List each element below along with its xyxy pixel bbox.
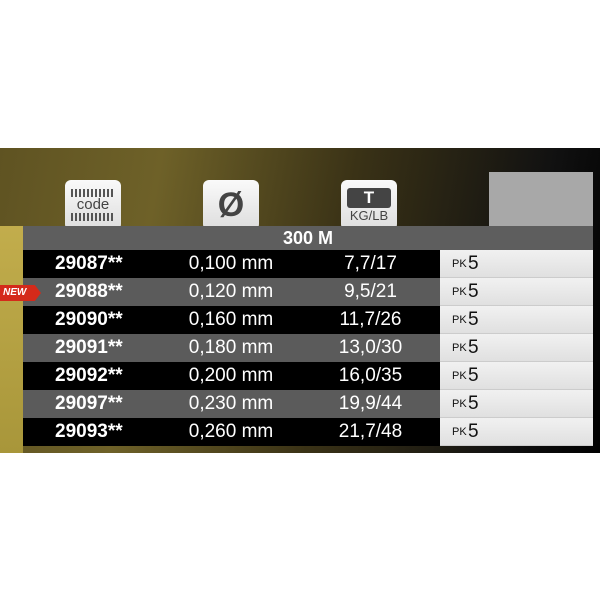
barcode-icon: code — [65, 180, 121, 230]
pack-cell: PK 5 — [440, 306, 593, 334]
unit-label: KG/LB — [349, 207, 389, 223]
pack-qty: 5 — [468, 253, 479, 274]
pack-qty: 5 — [468, 309, 479, 330]
table-row: 29090** 0,160 mm 11,7/26 PK 5 — [23, 306, 593, 334]
diameter-icon: Ø — [203, 180, 259, 230]
pack-qty: 5 — [468, 337, 479, 358]
pack-cell: PK 5 — [440, 334, 593, 362]
product-code: 29097** — [55, 393, 123, 414]
table-row: 29093** 0,260 mm 21,7/48 PK 5 — [23, 418, 593, 446]
table-row: 29091** 0,180 mm 13,0/30 PK 5 — [23, 334, 593, 362]
product-code: 29088** — [55, 281, 123, 302]
pack-cell: PK 5 — [440, 418, 593, 446]
diameter: 0,180 mm — [188, 337, 274, 358]
table-row: 29087** 0,100 mm 7,7/17 PK 5 — [23, 250, 593, 278]
table-row: 29088** 0,120 mm 9,5/21 PK 5 — [23, 278, 593, 306]
tensile-icon: T KG/LB — [341, 180, 397, 230]
pack-cell: PK 5 — [440, 250, 593, 278]
pack-label: PK — [452, 342, 467, 354]
product-code: 29087** — [55, 253, 123, 274]
pack-cell: PK 5 — [440, 278, 593, 306]
diameter: 0,200 mm — [188, 365, 274, 386]
pack-header-box — [489, 172, 593, 226]
strength: 19,9/44 — [338, 393, 403, 414]
diameter: 0,160 mm — [188, 309, 274, 330]
pack-label: PK — [452, 258, 467, 270]
product-code: 29091** — [55, 337, 123, 358]
pack-label: PK — [452, 286, 467, 298]
pack-label: PK — [452, 370, 467, 382]
table-row: 29097** 0,230 mm 19,9/44 PK 5 — [23, 390, 593, 418]
strength: 16,0/35 — [338, 365, 403, 386]
pack-qty: 5 — [468, 281, 479, 302]
strength: 9,5/21 — [344, 281, 397, 302]
pack-label: PK — [452, 314, 467, 326]
strength: 11,7/26 — [339, 309, 402, 330]
code-label: code — [76, 196, 110, 213]
strength: 7,7/17 — [344, 253, 397, 274]
pack-qty: 5 — [468, 365, 479, 386]
new-badge: NEW — [0, 285, 41, 301]
product-code: 29093** — [55, 421, 123, 442]
pack-cell: PK 5 — [440, 390, 593, 418]
pack-qty: 5 — [468, 393, 479, 414]
length-header: 300 M — [23, 226, 593, 250]
strength: 13,0/30 — [338, 337, 403, 358]
diameter: 0,230 mm — [188, 393, 274, 414]
pack-label: PK — [452, 426, 467, 438]
diameter: 0,100 mm — [188, 253, 274, 274]
strength: 21,7/48 — [338, 421, 403, 442]
pack-qty: 5 — [468, 421, 479, 442]
pack-cell: PK 5 — [440, 362, 593, 390]
diameter: 0,260 mm — [188, 421, 274, 442]
product-code: 29090** — [55, 309, 123, 330]
product-code: 29092** — [55, 365, 123, 386]
gold-strip — [0, 226, 23, 453]
tensile-label: T — [347, 187, 391, 208]
diameter: 0,120 mm — [188, 281, 274, 302]
pack-label: PK — [452, 398, 467, 410]
table-row: 29092** 0,200 mm 16,0/35 PK 5 — [23, 362, 593, 390]
diameter-label: Ø — [217, 185, 245, 224]
